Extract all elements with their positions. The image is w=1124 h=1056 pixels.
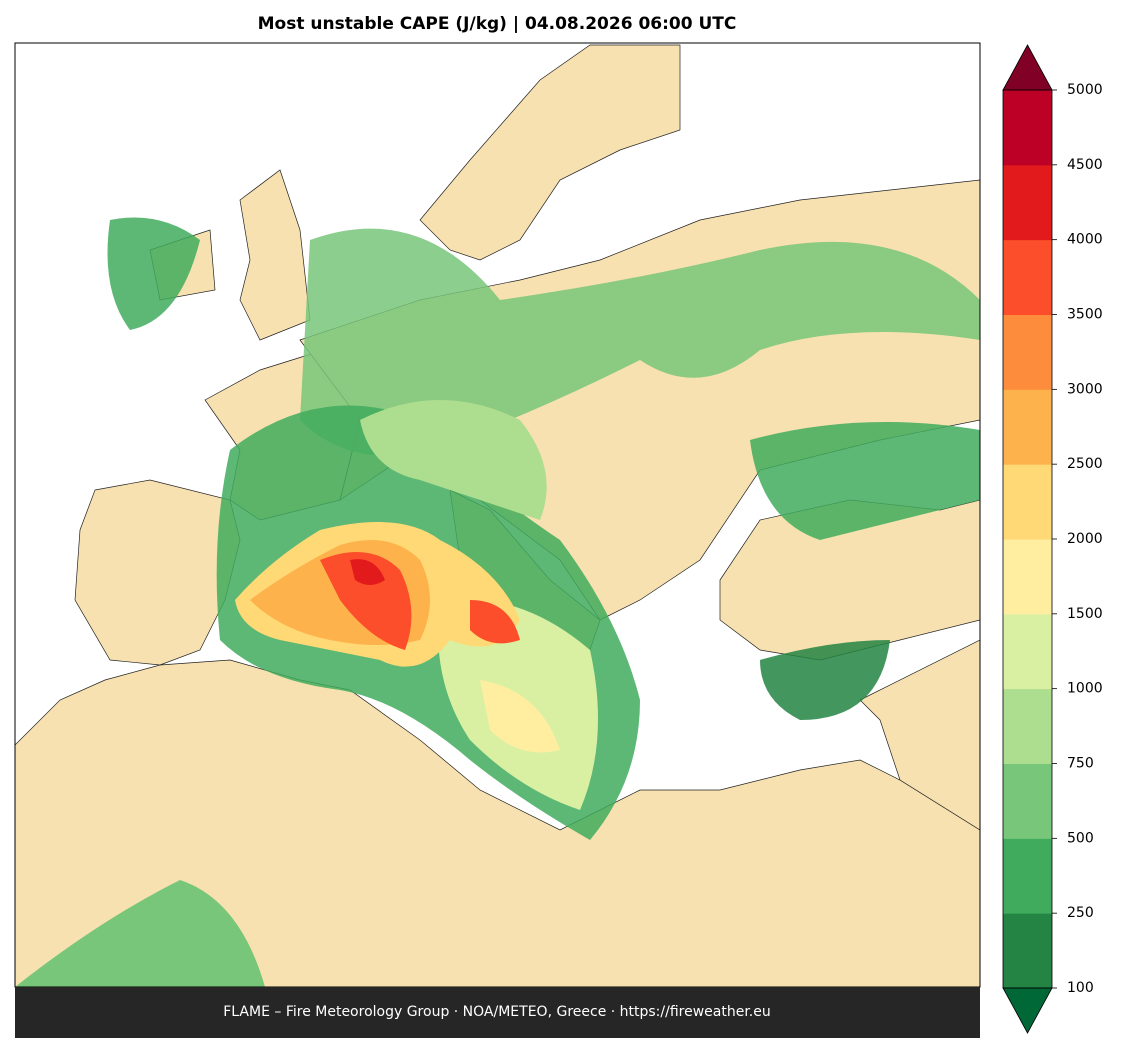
colorbar-tick-label: 1500 — [1067, 606, 1103, 622]
colorbar-under — [1002, 987, 1053, 1034]
colorbar-over — [1002, 44, 1053, 91]
colorbar-segment — [1003, 164, 1052, 241]
colorbar-segment — [1003, 464, 1052, 540]
footer-text: FLAME – Fire Meteorology Group · NOA/MET… — [223, 1004, 771, 1020]
colorbar-tick-label: 1000 — [1067, 681, 1103, 697]
colorbar-tick-label: 5000 — [1067, 82, 1103, 98]
colorbar-tick-label: 100 — [1067, 980, 1094, 996]
colorbar-segment — [1003, 838, 1052, 914]
colorbar-tick-label: 3500 — [1067, 307, 1103, 323]
colorbar-tick-label: 4500 — [1067, 157, 1103, 173]
colorbar-segment — [1003, 539, 1052, 615]
colorbar-segment — [1003, 239, 1052, 315]
colorbar-segment — [1003, 913, 1052, 989]
colorbar-tick-label: 500 — [1067, 830, 1094, 846]
colorbar-segment — [1003, 90, 1052, 166]
colorbar-tick-label: 3000 — [1067, 381, 1103, 397]
cape-shading — [15, 217, 980, 987]
colorbar-tick-label: 750 — [1067, 756, 1094, 772]
footer-bar — [15, 987, 980, 1038]
colorbar-tick-label: 4000 — [1067, 232, 1103, 248]
colorbar-segment — [1003, 763, 1052, 839]
colorbar-segment — [1003, 314, 1052, 390]
colorbar-tick-label: 2500 — [1067, 456, 1103, 472]
map — [15, 43, 980, 987]
colorbar-tick-label: 2000 — [1067, 531, 1103, 547]
map-title: Most unstable CAPE (J/kg) | 04.08.2026 0… — [258, 14, 737, 34]
colorbar-segment — [1003, 688, 1052, 764]
colorbar-segment — [1003, 613, 1052, 690]
colorbar-tick-label: 250 — [1067, 905, 1094, 921]
colorbar-segment — [1003, 389, 1052, 465]
